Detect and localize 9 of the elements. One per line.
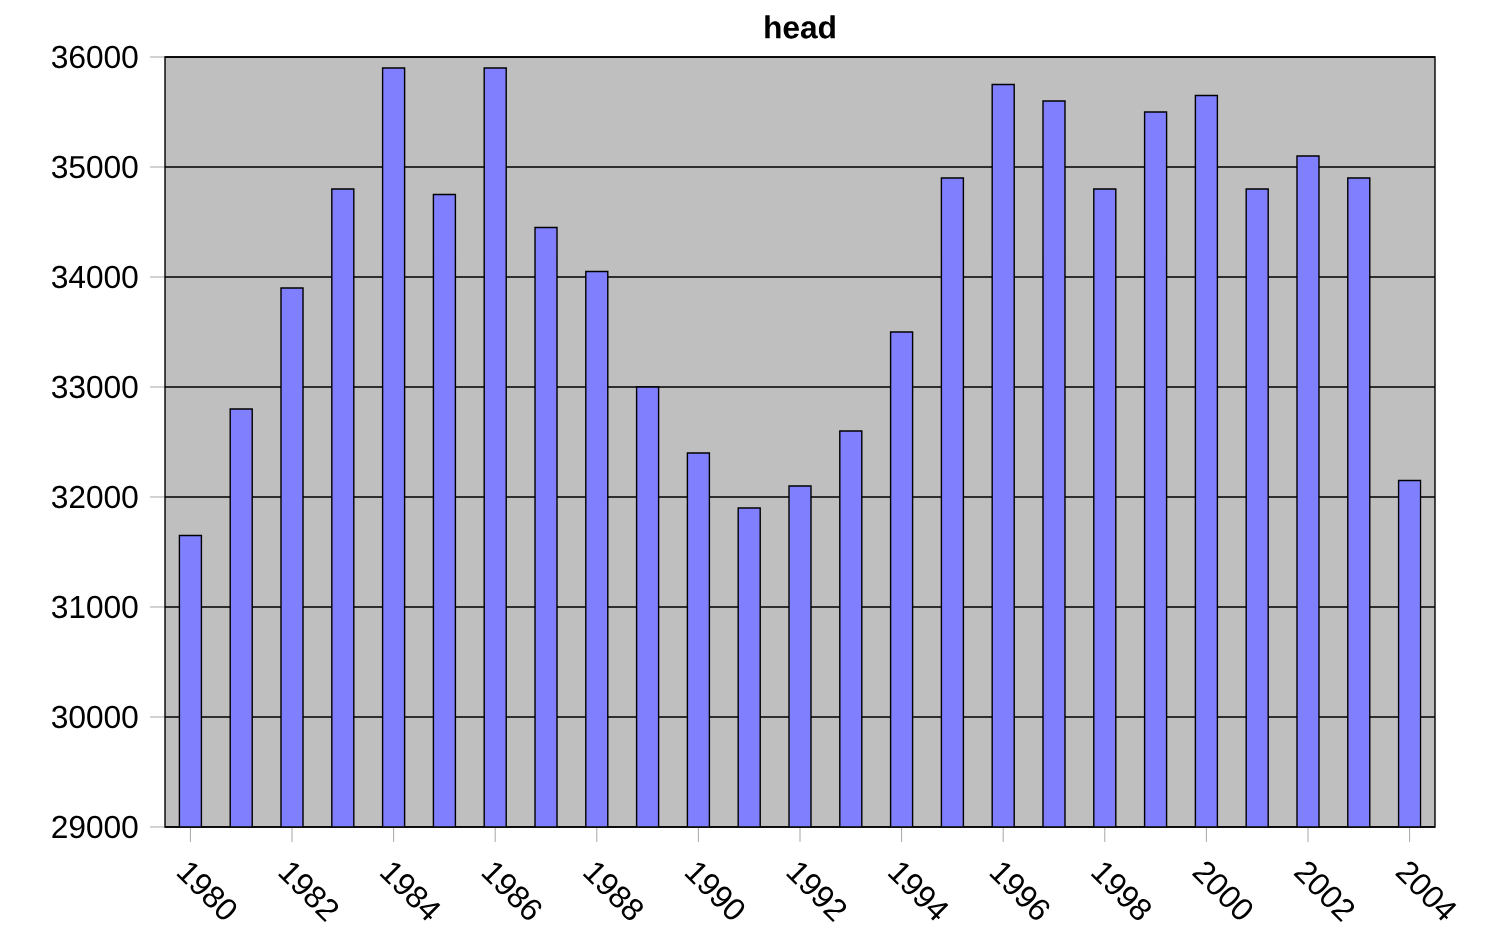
y-tick-label: 34000	[52, 265, 138, 289]
y-tick-label: 31000	[52, 595, 138, 619]
y-tick-label: 30000	[52, 705, 138, 729]
y-tick-label: 33000	[52, 375, 138, 399]
y-tick-label: 35000	[52, 155, 138, 179]
y-tick-label: 32000	[52, 485, 138, 509]
chart-title: head	[765, 15, 835, 39]
y-tick-label: 29000	[52, 815, 138, 839]
y-tick-label: 36000	[52, 45, 138, 69]
